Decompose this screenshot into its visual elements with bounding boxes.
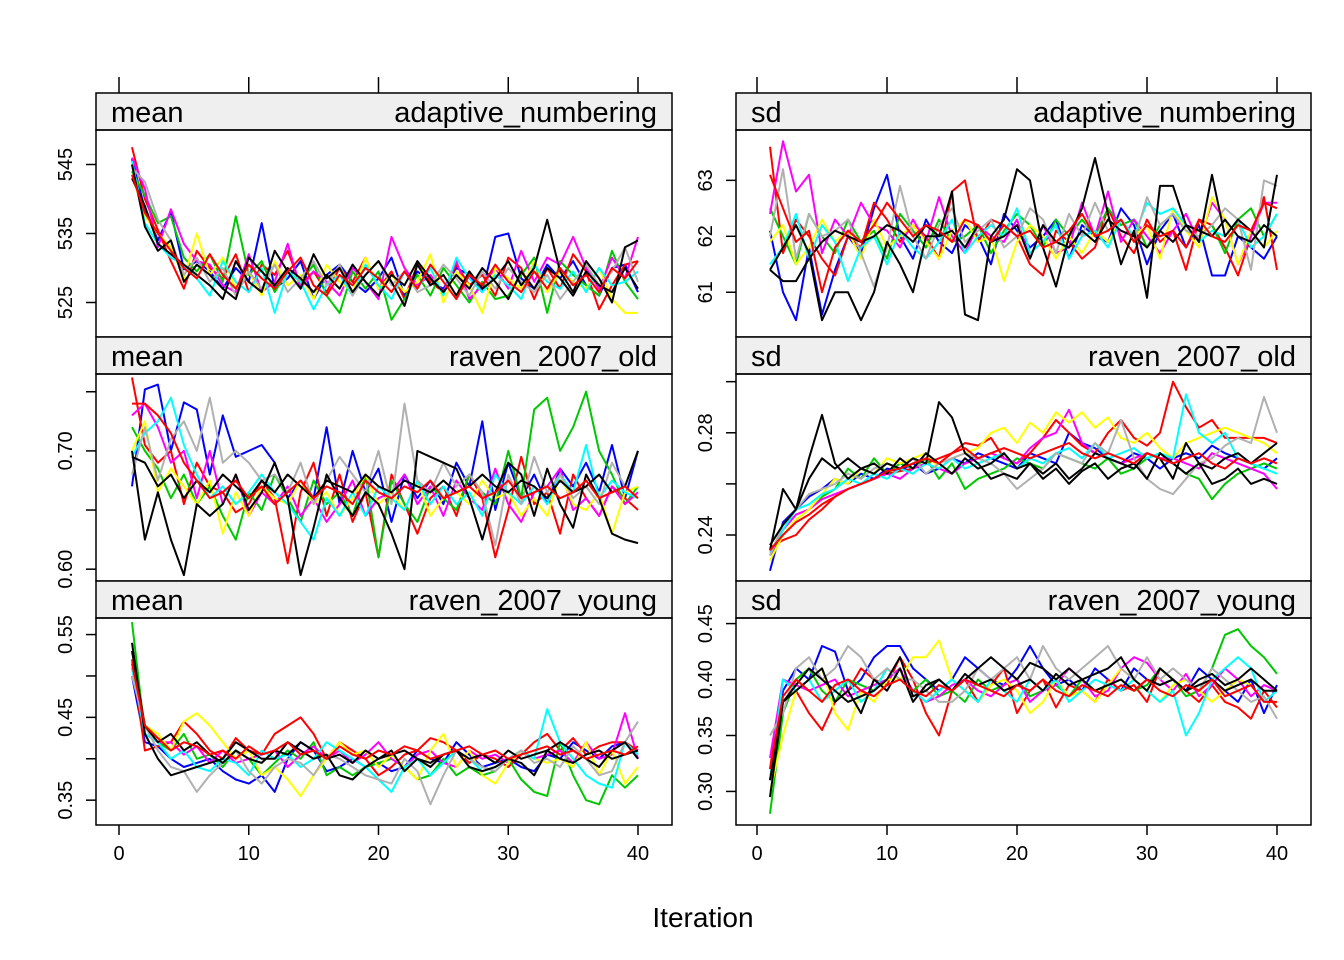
series-line-6	[769, 656, 1278, 781]
y-tick-label: 0.28	[695, 413, 717, 452]
x-tick-label: 20	[367, 843, 389, 865]
series-line-10	[132, 402, 639, 506]
panel-sd-adaptive_numbering: sd adaptive_numbering 61 62 63	[695, 92, 1312, 338]
panel-strip	[735, 92, 1312, 131]
y-tick-label: 535	[55, 217, 77, 250]
strip-stat-label: sd	[751, 97, 782, 129]
series-line-8	[131, 449, 639, 577]
series-line-6	[769, 393, 1278, 554]
x-axis-label: Iteration	[652, 902, 753, 933]
panel-strip	[735, 580, 1312, 619]
series-group	[769, 140, 1278, 322]
series-line-10	[769, 442, 1278, 551]
series-line-7	[131, 675, 639, 806]
series-line-9	[131, 650, 639, 764]
series-line-6	[131, 667, 639, 793]
series-group	[131, 147, 639, 321]
panel-mean-raven_2007_old: mean raven_2007_old 0.60 0.70	[55, 336, 673, 589]
series-line-2	[769, 146, 1278, 277]
strip-variable-label: raven_2007_old	[449, 341, 657, 373]
y-tick-label: 525	[55, 286, 77, 319]
series-group	[131, 621, 639, 806]
strip-stat-label: mean	[111, 97, 184, 129]
strip-variable-label: raven_2007_old	[1088, 341, 1296, 373]
strip-stat-label: mean	[111, 585, 184, 617]
y-tick-label: 0.24	[695, 516, 717, 555]
series-line-8	[131, 642, 639, 781]
series-line-2	[131, 659, 639, 777]
x-tick-label: 10	[876, 843, 898, 865]
series-line-10	[131, 174, 639, 301]
series-group	[769, 628, 1278, 814]
series-line-5	[131, 650, 639, 797]
panel-sd-raven_2007_young: sd raven_2007_young 0.30 0.35 0.40 0.45	[695, 580, 1312, 826]
panel-sd-raven_2007_old: sd raven_2007_old 0.24 0.28	[695, 336, 1312, 582]
series-line-1	[769, 173, 1278, 322]
y-tick-label: 0.45	[695, 604, 717, 643]
y-tick-label: 61	[695, 281, 717, 303]
series-line-1	[769, 645, 1278, 781]
y-tick-label: 62	[695, 225, 717, 247]
panel-border	[735, 617, 1312, 826]
y-tick-label: 0.60	[55, 550, 77, 589]
series-group	[131, 377, 639, 577]
x-tick-label: 0	[113, 843, 124, 865]
panel-border	[95, 129, 673, 338]
x-tick-label: 40	[1266, 843, 1288, 865]
y-tick-label: 0.30	[695, 772, 717, 811]
panel-border	[95, 617, 673, 826]
panel-mean-adaptive_numbering: mean adaptive_numbering 525 535 545	[55, 92, 673, 338]
series-line-8	[769, 401, 1278, 551]
x-tick-label: 30	[497, 843, 519, 865]
x-tick-label: 0	[751, 843, 762, 865]
series-line-10	[131, 663, 639, 760]
series-line-5	[131, 420, 639, 535]
strip-stat-label: sd	[751, 585, 782, 617]
y-tick-label: 0.55	[55, 615, 77, 654]
y-tick-label: 63	[695, 169, 717, 191]
series-line-4	[769, 140, 1277, 266]
series-line-6	[131, 160, 639, 314]
y-tick-label: 0.35	[695, 716, 717, 755]
x-tick-label: 40	[627, 843, 649, 865]
series-line-3	[769, 452, 1278, 556]
strip-variable-label: raven_2007_young	[1048, 585, 1296, 617]
panel-border	[735, 373, 1312, 582]
series-line-10	[769, 678, 1277, 770]
y-tick-label: 545	[55, 148, 77, 181]
series-line-10	[769, 174, 1278, 294]
series-line-8	[131, 177, 639, 307]
x-tick-label: 30	[1136, 843, 1158, 865]
series-line-9	[131, 450, 639, 500]
y-tick-label: 0.70	[55, 431, 77, 470]
series-line-4	[131, 667, 639, 768]
y-tick-label: 0.35	[55, 781, 77, 820]
strip-variable-label: adaptive_numbering	[394, 97, 657, 129]
panel-strip	[95, 336, 673, 375]
strip-variable-label: adaptive_numbering	[1033, 97, 1296, 129]
series-line-5	[769, 639, 1278, 792]
series-line-9	[769, 218, 1278, 283]
series-line-7	[131, 396, 639, 547]
series-line-8	[769, 656, 1278, 798]
series-group	[769, 380, 1278, 572]
x-tick-label: 10	[238, 843, 260, 865]
strip-stat-label: sd	[751, 341, 782, 373]
panel-strip	[735, 336, 1312, 375]
strip-stat-label: mean	[111, 341, 184, 373]
y-tick-label: 0.40	[695, 660, 717, 699]
x-tick-label: 20	[1006, 843, 1028, 865]
series-line-1	[131, 675, 639, 793]
series-line-9	[769, 452, 1278, 546]
series-line-2	[769, 656, 1278, 770]
panel-mean-raven_2007_young: mean raven_2007_young 0.35 0.45 0.55	[55, 580, 673, 826]
strip-variable-label: raven_2007_young	[409, 585, 657, 617]
panels-layer: mean adaptive_numbering 525 535 545 sd adaptiv…	[55, 77, 1312, 865]
series-line-7	[769, 396, 1278, 556]
panel-strip	[95, 92, 673, 131]
y-tick-label: 0.45	[55, 698, 77, 737]
